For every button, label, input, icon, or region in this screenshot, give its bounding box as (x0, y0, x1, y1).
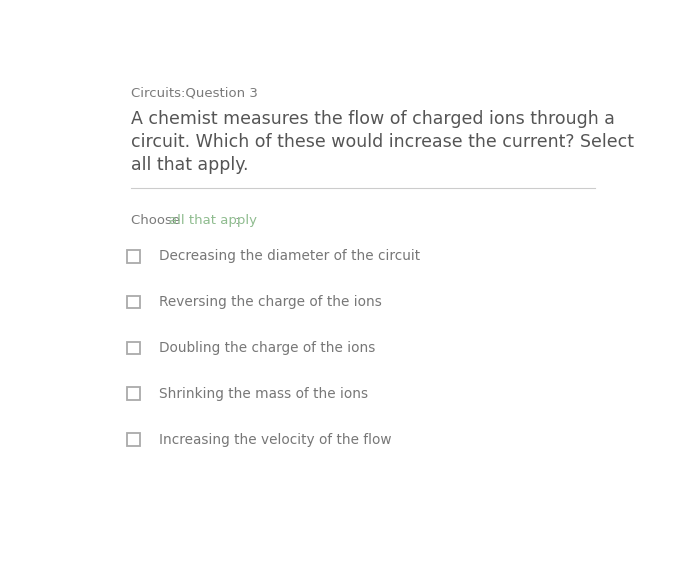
Text: circuit. Which of these would increase the current? Select: circuit. Which of these would increase t… (131, 133, 634, 151)
Text: A chemist measures the flow of charged ions through a: A chemist measures the flow of charged i… (131, 110, 614, 128)
Text: Reversing the charge of the ions: Reversing the charge of the ions (159, 295, 382, 309)
Text: Increasing the velocity of the flow: Increasing the velocity of the flow (159, 432, 392, 447)
FancyBboxPatch shape (127, 388, 140, 400)
FancyBboxPatch shape (127, 296, 140, 309)
FancyBboxPatch shape (127, 433, 140, 446)
FancyBboxPatch shape (127, 342, 140, 354)
Text: Decreasing the diameter of the circuit: Decreasing the diameter of the circuit (159, 249, 421, 263)
Text: all that apply: all that apply (169, 214, 258, 227)
Text: Doubling the charge of the ions: Doubling the charge of the ions (159, 341, 375, 355)
Text: :: : (234, 214, 238, 227)
Text: Shrinking the mass of the ions: Shrinking the mass of the ions (159, 387, 369, 401)
Text: Circuits:Question 3: Circuits:Question 3 (131, 87, 258, 100)
Text: Choose: Choose (131, 214, 184, 227)
Text: all that apply.: all that apply. (131, 156, 248, 174)
FancyBboxPatch shape (127, 250, 140, 263)
